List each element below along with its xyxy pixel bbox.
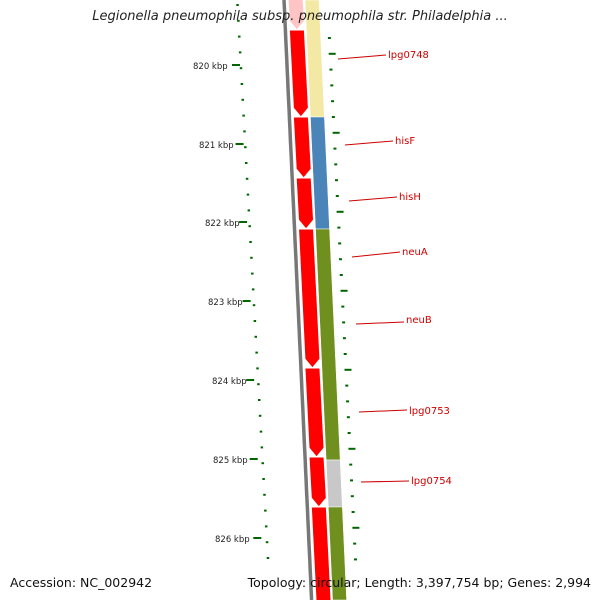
gene-label-hisF[interactable]: hisF: [395, 136, 415, 147]
genome-summary-text: Topology: circular; Length: 3,397,754 bp…: [247, 575, 591, 590]
cds-arrow-next: [310, 506, 332, 600]
accession-text: Accession: NC_002942: [10, 575, 153, 590]
cog-track: [304, 0, 347, 600]
tick-label-823kbp: 823 kbp: [208, 298, 243, 308]
minor-tick-dots: [236, 4, 360, 561]
cds-arrow-top: [287, 0, 305, 31]
gene-label-line-0: [337, 54, 387, 60]
tick-label-824kbp: 824 kbp: [212, 377, 247, 387]
gene-label-line-1: [344, 140, 394, 146]
cds-arrow-hisF: [292, 116, 312, 179]
cds-arrow-lpg0753: [304, 367, 325, 458]
tick-label-822kbp: 822 kbp: [205, 219, 240, 229]
backbone-line: [282, 0, 314, 600]
gene-label-lpg0748[interactable]: lpg0748: [388, 50, 429, 61]
gene-labels[interactable]: lpg0748 hisF hisH neuA neuB lpg0753 lpg0…: [388, 50, 452, 487]
tick-label-821kbp: 821 kbp: [199, 141, 234, 151]
gene-label-lines: [337, 54, 410, 483]
cog-segment-next: [328, 506, 347, 600]
gene-label-line-4: [355, 321, 405, 325]
tick-labels: 820 kbp 821 kbp 822 kbp 823 kbp 824 kbp …: [193, 62, 250, 545]
cds-arrow-lpg0754: [308, 456, 327, 508]
cog-segment-lpg0754: [325, 459, 343, 508]
gene-label-neuB[interactable]: neuB: [406, 315, 432, 326]
gene-label-line-5: [358, 409, 408, 413]
cds-track: [287, 0, 332, 600]
tick-label-826kbp: 826 kbp: [215, 535, 250, 545]
cds-arrow-lpg0748: [288, 29, 309, 118]
gene-label-lpg0753[interactable]: lpg0753: [409, 406, 450, 417]
cds-arrow-hisH: [295, 177, 315, 230]
gene-label-line-6: [360, 480, 410, 483]
gene-label-lpg0754[interactable]: lpg0754: [411, 476, 452, 487]
genome-backbone: [282, 0, 314, 600]
cds-arrow-neuA-neuB: [298, 228, 321, 369]
gene-label-line-2: [348, 196, 398, 202]
gene-label-line-3: [351, 251, 401, 258]
gene-label-hisH[interactable]: hisH: [399, 192, 421, 203]
tick-marks: [232, 64, 262, 539]
gene-label-neuA[interactable]: neuA: [402, 247, 428, 258]
tick-label-820kbp: 820 kbp: [193, 62, 228, 72]
tick-label-825kbp: 825 kbp: [213, 456, 248, 466]
genome-title: Legionella pneumophila subsp. pneumophil…: [92, 9, 508, 24]
